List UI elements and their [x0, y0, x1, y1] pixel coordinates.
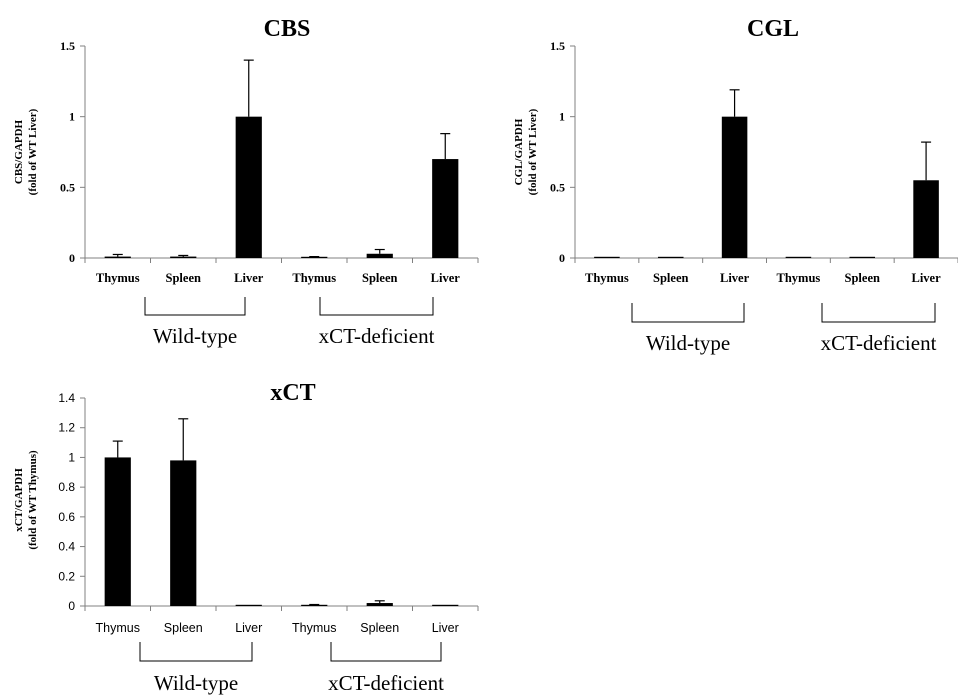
x-category-label: Spleen	[845, 271, 880, 285]
bar-spleen	[366, 603, 393, 606]
y-tick-label: 0.2	[58, 569, 75, 583]
x-category-label: Thymus	[585, 271, 629, 285]
group-bracket	[821, 303, 936, 323]
y-axis-label-line2: (fold of WT Liver)	[527, 108, 539, 195]
y-tick-label: 0.5	[60, 180, 75, 194]
y-tick-label: 1.2	[58, 421, 75, 435]
y-tick-label: 0.8	[58, 480, 75, 494]
bar-liver	[721, 116, 748, 259]
y-axis-label: CGL/GAPDH (fold of WT Liver)	[513, 108, 539, 195]
bar-liver	[432, 159, 459, 258]
group-bracket	[139, 642, 253, 662]
y-axis-label-line1: xCT/GAPDH	[13, 468, 25, 532]
chart-title: CBS	[264, 16, 311, 42]
bar-spleen	[849, 256, 876, 258]
y-tick-label: 1.4	[58, 391, 75, 405]
x-category-label: Thymus	[96, 621, 140, 635]
bar-thymus	[594, 256, 620, 258]
y-axis-label-line1: CBS/GAPDH	[13, 119, 25, 184]
bar-spleen	[170, 256, 197, 258]
x-category-label: Spleen	[164, 621, 203, 635]
y-tick-label: 1	[69, 110, 75, 124]
x-category-label: Liver	[720, 271, 750, 285]
group-bracket	[144, 297, 246, 316]
y-axis-label-line2: (fold of WT Thymus)	[27, 450, 39, 550]
bar-thymus	[104, 256, 131, 258]
group-label: Wild-type	[646, 331, 730, 355]
bar-spleen	[657, 256, 684, 258]
group-label: xCT-deficient	[328, 671, 444, 695]
y-tick-label: 1.5	[60, 39, 75, 53]
group-label: Wild-type	[154, 671, 238, 695]
x-category-label: Thymus	[292, 271, 336, 285]
group-bracket	[330, 642, 442, 662]
bar-thymus	[785, 256, 812, 258]
chart-title: xCT	[270, 380, 315, 406]
bar-liver	[235, 604, 262, 606]
bar-liver	[432, 604, 459, 606]
y-tick-label: 1	[559, 110, 565, 124]
bar-spleen	[170, 460, 197, 606]
x-category-label: Thymus	[96, 271, 140, 285]
y-tick-label: 0	[69, 251, 75, 265]
y-axis-label-line2: (fold of WT Liver)	[27, 108, 39, 195]
x-category-label: Spleen	[653, 271, 688, 285]
x-category-label: Thymus	[292, 621, 336, 635]
y-tick-label: 0.4	[58, 540, 75, 554]
chart-title: CGL	[747, 16, 799, 42]
group-bracket	[631, 303, 745, 323]
y-axis-label: CBS/GAPDH (fold of WT Liver)	[13, 108, 39, 195]
bar-thymus	[104, 457, 131, 606]
group-label: Wild-type	[153, 324, 237, 348]
bar-liver	[235, 116, 262, 259]
bar-thymus	[301, 604, 328, 606]
group-label: xCT-deficient	[319, 324, 435, 348]
x-category-label: Spleen	[360, 621, 399, 635]
x-category-label: Liver	[431, 271, 461, 285]
chart-cgl: CGL CGL/GAPDH (fold of WT Liver) 0 0.5 1 1.5 Th…	[513, 16, 958, 355]
x-category-label: Spleen	[362, 271, 397, 285]
y-tick-label: 0	[559, 251, 565, 265]
group-label: xCT-deficient	[821, 331, 937, 355]
x-category-label: Liver	[911, 271, 941, 285]
y-tick-label: 1	[68, 450, 75, 464]
chart-cbs: CBS CBS/GAPDH (fold of WT Liver) 0 0.5 1 1.5 Th…	[13, 16, 479, 348]
bar-thymus	[301, 256, 328, 258]
x-category-label: Liver	[234, 271, 264, 285]
x-category-label: Liver	[432, 621, 459, 635]
x-category-label: Thymus	[777, 271, 821, 285]
y-tick-label: 0	[68, 599, 75, 613]
x-category-label: Liver	[235, 621, 262, 635]
x-category-label: Spleen	[166, 271, 201, 285]
y-axis-label-line1: CGL/GAPDH	[513, 118, 525, 185]
chart-xct: xCT xCT/GAPDH (fold of WT Thymus) 0 0.2 0.4 0.…	[13, 380, 479, 695]
y-tick-label: 1.5	[550, 39, 565, 53]
y-axis-label: xCT/GAPDH (fold of WT Thymus)	[13, 450, 39, 550]
group-bracket	[319, 297, 434, 316]
bar-liver	[913, 180, 939, 258]
y-tick-label: 0.6	[58, 510, 75, 524]
bar-spleen	[366, 253, 393, 258]
y-tick-label: 0.5	[550, 180, 565, 194]
